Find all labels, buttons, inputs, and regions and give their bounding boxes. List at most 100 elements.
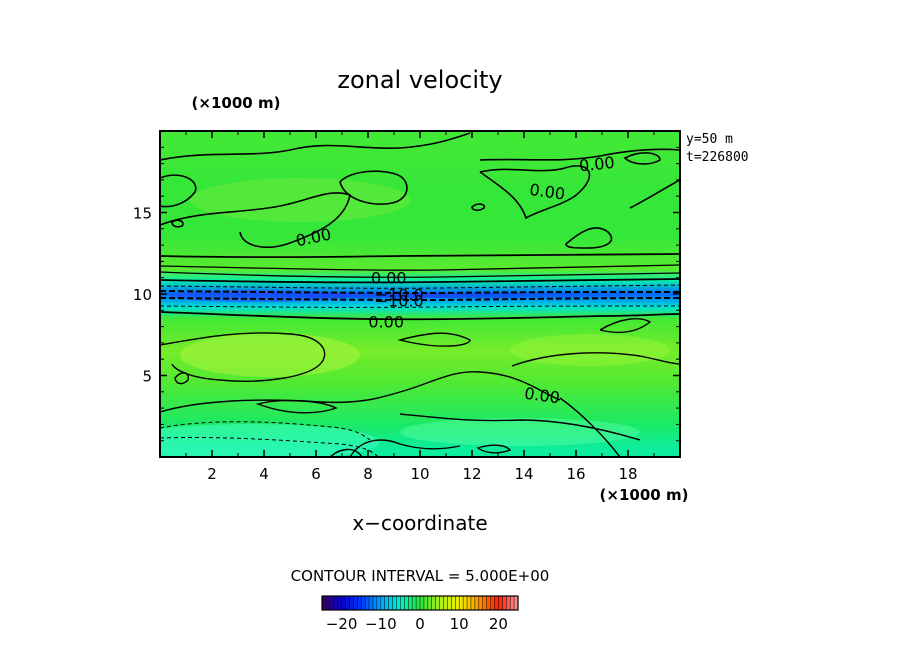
contour-zero xyxy=(160,311,680,321)
colorbar: −20 −10 0 10 20 xyxy=(321,595,519,633)
contour-label: 0.00 xyxy=(368,313,404,332)
colorbar-swatch xyxy=(490,596,495,610)
chart-title: zonal velocity xyxy=(337,66,502,94)
colorbar-swatch xyxy=(400,596,405,610)
colorbar-swatch xyxy=(463,596,468,610)
contour-zero xyxy=(255,399,338,414)
colorbar-swatch xyxy=(506,596,511,610)
colorbar-swatch xyxy=(435,596,440,610)
field-patch-cyan xyxy=(400,418,640,446)
contour-zero xyxy=(160,371,561,413)
contour-zero xyxy=(511,352,680,367)
colorbar-swatch xyxy=(478,596,484,610)
colorbar-swatch xyxy=(486,596,491,610)
colorbar-swatch xyxy=(369,596,374,610)
y-tick-label: 10 xyxy=(133,286,152,304)
contour-zero xyxy=(339,170,408,205)
colorbar-swatch xyxy=(353,596,358,610)
field-patch-cyan xyxy=(160,424,380,457)
x-tick-label: 14 xyxy=(514,465,533,483)
contour-zero xyxy=(599,318,652,334)
colorbar-swatch xyxy=(459,596,464,610)
colorbar-swatch xyxy=(443,596,448,610)
colorbar-swatch xyxy=(392,596,397,610)
contour-zero xyxy=(479,165,591,220)
contour-zero xyxy=(629,179,680,209)
colorbar-swatch xyxy=(380,596,386,610)
x-unit-label: (×1000 m) xyxy=(600,486,689,504)
colorbar-swatch xyxy=(341,596,346,610)
colorbar-swatch xyxy=(372,596,378,610)
contour-zero xyxy=(565,227,613,249)
contour-label: 0.00 xyxy=(371,269,407,288)
contour-zero xyxy=(160,278,680,284)
colorbar-swatch xyxy=(502,596,507,610)
contour-zero xyxy=(160,192,351,249)
contour-label: 0.00 xyxy=(578,153,615,176)
colorbar-swatch xyxy=(470,596,476,610)
contour-interval-text: CONTOUR INTERVAL = 5.000E+00 xyxy=(291,567,550,585)
colorbar-swatch xyxy=(510,596,515,610)
contour-label: −10.0 xyxy=(375,285,424,304)
colorbar-swatch xyxy=(384,596,389,610)
colorbar-swatch xyxy=(439,596,444,610)
colorbar-swatch xyxy=(482,596,487,610)
colorbar-swatch xyxy=(514,596,519,610)
y-unit-label: (×1000 m) xyxy=(192,94,281,112)
colorbar-swatch xyxy=(345,596,350,610)
x-tick-label: 2 xyxy=(207,465,217,483)
field-patch-yellow xyxy=(180,333,360,377)
colorbar-swatch xyxy=(325,596,331,610)
colorbar-tick-label: 0 xyxy=(415,615,425,633)
colorbar-swatch xyxy=(357,596,362,610)
contour-zero xyxy=(160,264,680,271)
contour-label: −10.0 xyxy=(375,292,424,311)
colorbar-swatch xyxy=(396,596,401,610)
colorbar-swatch xyxy=(365,596,370,610)
contour-zero xyxy=(399,332,471,347)
colorbar-tick-label: 10 xyxy=(450,615,469,633)
contour-negative xyxy=(160,436,379,457)
field-layer: 0.000.000.000.00−10.0−10.00.000.00 xyxy=(160,131,680,457)
colorbar-swatch xyxy=(408,596,413,610)
colorbar-swatch xyxy=(333,596,338,610)
jet-band xyxy=(160,293,680,298)
contour-zero xyxy=(329,448,363,457)
colorbar-swatch xyxy=(388,596,393,610)
colorbar-swatch xyxy=(329,596,335,610)
contour-zero xyxy=(479,148,680,161)
colorbar-swatch xyxy=(420,596,425,610)
colorbar-swatch xyxy=(349,596,354,610)
contour-negative xyxy=(160,297,680,302)
colorbar-swatch xyxy=(412,596,417,610)
contour-zero xyxy=(349,439,461,457)
contour-label: 0.00 xyxy=(523,384,561,408)
contour-zero xyxy=(399,413,641,441)
contour-zero xyxy=(160,174,197,208)
colorbar-swatch xyxy=(474,596,480,610)
y-tick-label: 5 xyxy=(142,368,152,386)
contour-zero xyxy=(160,253,680,259)
contour-lines xyxy=(160,132,680,457)
x-axis: 2 4 6 8 10 12 14 16 18 xyxy=(185,131,655,483)
colorbar-tick-label: 20 xyxy=(489,615,508,633)
contour-negative xyxy=(160,421,371,441)
contour-zero xyxy=(160,132,471,161)
contour-zero xyxy=(160,271,680,278)
colorbar-swatch xyxy=(467,596,472,610)
contour-label-group: 0.000.000.000.00−10.0−10.00.000.00 xyxy=(294,153,615,408)
x-tick-label: 6 xyxy=(311,465,321,483)
colorbar-frame xyxy=(321,595,519,611)
x-tick-label: 10 xyxy=(410,465,429,483)
colorbar-swatch xyxy=(427,596,433,610)
x-tick-label: 18 xyxy=(618,465,637,483)
contour-zero xyxy=(476,444,512,454)
contour-zero xyxy=(171,219,184,228)
colorbar-tick-label: −20 xyxy=(326,615,358,633)
info-line-y: y=50 m xyxy=(686,132,733,147)
contour-negative xyxy=(160,305,680,308)
colorbar-swatch xyxy=(322,596,327,610)
colorbar-swatch xyxy=(451,596,456,610)
x-tick-label: 16 xyxy=(566,465,585,483)
